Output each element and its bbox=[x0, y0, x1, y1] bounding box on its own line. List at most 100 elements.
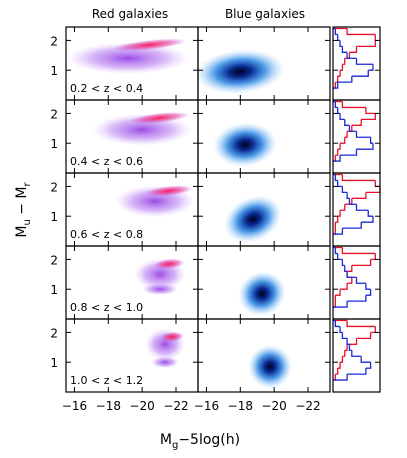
redshift-label: 0.6 < z < 0.8 bbox=[70, 228, 143, 241]
histogram-step bbox=[333, 228, 344, 235]
histogram-step bbox=[337, 362, 341, 369]
histogram-step bbox=[335, 76, 339, 83]
blue-cloud bbox=[238, 271, 286, 317]
y-tick-label: 2 bbox=[50, 180, 58, 194]
histogram-step bbox=[346, 28, 376, 36]
y-tick-label: 1 bbox=[50, 64, 58, 78]
histogram-step bbox=[341, 247, 376, 255]
histogram-step bbox=[337, 107, 341, 115]
histogram-step bbox=[337, 76, 353, 83]
blue-cloud bbox=[224, 195, 282, 243]
histogram-step bbox=[351, 119, 362, 126]
y-tick-label: 2 bbox=[50, 253, 58, 267]
x-label-part: M bbox=[160, 432, 172, 448]
histogram-step bbox=[365, 289, 372, 296]
redshift-label: 0.2 < z < 0.4 bbox=[70, 82, 143, 95]
histogram-step bbox=[344, 131, 348, 138]
histogram-step bbox=[348, 125, 357, 132]
y-tick-label: 1 bbox=[50, 356, 58, 370]
histogram-step bbox=[361, 216, 374, 223]
redshift-label: 1.0 < z < 1.2 bbox=[70, 374, 143, 387]
y-axis-label: Mu − Mr bbox=[14, 181, 33, 237]
y-tick-label: 1 bbox=[50, 137, 58, 151]
red-clump bbox=[151, 356, 179, 369]
y-label-sub: r bbox=[22, 181, 33, 186]
histogram-step bbox=[349, 46, 358, 53]
y-tick-label: 2 bbox=[50, 107, 58, 121]
x-tick-label: −18 bbox=[228, 399, 253, 413]
histogram-step bbox=[365, 283, 371, 290]
x-label-part: −5log(h) bbox=[178, 432, 240, 448]
histogram-step bbox=[341, 101, 366, 109]
red-ridge bbox=[153, 258, 185, 270]
red-cloud bbox=[66, 42, 190, 75]
histogram-step bbox=[337, 70, 341, 77]
histogram-step bbox=[368, 64, 374, 71]
histogram-step bbox=[361, 113, 376, 121]
y-tick-label: 2 bbox=[50, 326, 58, 340]
column-title: Red galaxies bbox=[92, 7, 168, 21]
y-tick-label: 1 bbox=[50, 210, 58, 224]
histogram-step bbox=[333, 82, 339, 89]
histogram-step bbox=[341, 174, 376, 182]
histogram-step bbox=[347, 368, 367, 375]
red-ridge bbox=[160, 331, 184, 343]
panel-frame bbox=[332, 318, 381, 393]
histogram-step bbox=[334, 101, 338, 109]
y-label-part: M bbox=[14, 226, 30, 238]
histogram-step bbox=[360, 356, 371, 363]
red-ridge bbox=[145, 185, 193, 197]
x-tick-label: −22 bbox=[163, 399, 188, 413]
histogram-step bbox=[348, 198, 357, 205]
histogram-step bbox=[369, 137, 373, 144]
histogram-step bbox=[340, 283, 348, 290]
histogram-step bbox=[339, 326, 343, 334]
histogram-step bbox=[365, 362, 372, 369]
x-label-sub: g bbox=[172, 440, 178, 451]
histogram-step bbox=[335, 289, 341, 296]
x-tick-label: −20 bbox=[261, 399, 286, 413]
red-clump bbox=[141, 283, 179, 296]
histogram-step bbox=[356, 143, 374, 150]
histogram-step bbox=[346, 271, 357, 278]
x-tick-label: −16 bbox=[194, 399, 219, 413]
x-tick-label: −16 bbox=[62, 399, 87, 413]
histogram-step bbox=[337, 34, 341, 42]
blue-cloud bbox=[248, 344, 292, 389]
histogram-step bbox=[337, 253, 343, 261]
histogram-step bbox=[346, 320, 376, 328]
histogram-step bbox=[347, 277, 353, 284]
histogram-step bbox=[367, 210, 373, 217]
histogram-step bbox=[339, 113, 345, 121]
histogram-step bbox=[334, 320, 341, 328]
y-label-part: − M bbox=[14, 186, 30, 219]
histogram-step bbox=[370, 253, 376, 261]
histogram-step bbox=[337, 143, 341, 150]
histogram-step bbox=[341, 46, 348, 53]
histogram-step bbox=[348, 344, 352, 351]
histogram-step bbox=[347, 265, 353, 272]
histogram-step bbox=[341, 259, 345, 267]
y-label-sub: u bbox=[22, 219, 33, 225]
histogram-step bbox=[337, 180, 343, 188]
histogram-step bbox=[339, 40, 343, 48]
panel-frame bbox=[197, 318, 331, 393]
y-tick-label: 2 bbox=[50, 34, 58, 48]
histogram-step bbox=[351, 192, 367, 199]
column-title: Blue galaxies bbox=[225, 7, 305, 21]
histogram-step bbox=[374, 180, 380, 188]
red-density bbox=[66, 38, 195, 369]
histogram-step bbox=[355, 277, 366, 284]
histogram-step bbox=[355, 58, 373, 65]
blue-cloud bbox=[213, 122, 277, 167]
histogram-step bbox=[365, 107, 376, 115]
histogram-step bbox=[351, 350, 362, 357]
histogram-step bbox=[346, 52, 357, 59]
histogram-step bbox=[347, 338, 358, 345]
redshift-label: 0.4 < z < 0.6 bbox=[70, 155, 143, 168]
histogram-step bbox=[356, 40, 376, 48]
histogram-step bbox=[335, 149, 339, 156]
histogram-step bbox=[346, 271, 352, 278]
histogram-step bbox=[340, 64, 344, 71]
histogram-step bbox=[342, 222, 362, 229]
